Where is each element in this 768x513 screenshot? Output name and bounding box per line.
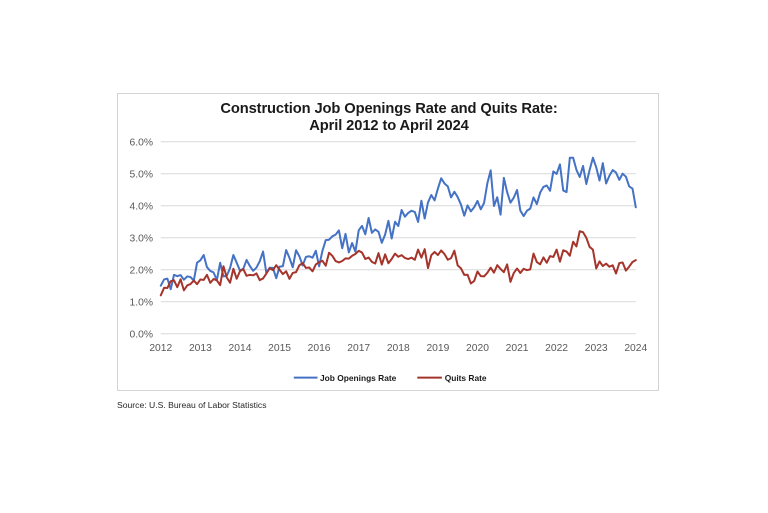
svg-text:Job Openings Rate: Job Openings Rate xyxy=(320,373,397,383)
svg-text:2017: 2017 xyxy=(347,343,370,354)
svg-text:2018: 2018 xyxy=(387,343,410,354)
svg-text:2019: 2019 xyxy=(426,343,449,354)
svg-text:3.0%: 3.0% xyxy=(130,234,153,245)
svg-text:6.0%: 6.0% xyxy=(130,138,153,149)
svg-text:2016: 2016 xyxy=(308,343,331,354)
svg-text:0.0%: 0.0% xyxy=(130,330,153,341)
svg-text:April 2012 to April 2024: April 2012 to April 2024 xyxy=(309,118,469,134)
svg-text:2023: 2023 xyxy=(585,343,608,354)
svg-text:Quits Rate: Quits Rate xyxy=(445,373,487,383)
svg-text:2024: 2024 xyxy=(624,343,647,354)
svg-text:2013: 2013 xyxy=(189,343,212,354)
svg-text:2014: 2014 xyxy=(229,343,252,354)
svg-text:2015: 2015 xyxy=(268,343,291,354)
svg-text:1.0%: 1.0% xyxy=(130,298,153,309)
svg-text:2020: 2020 xyxy=(466,343,489,354)
svg-text:2.0%: 2.0% xyxy=(130,266,153,277)
svg-text:2022: 2022 xyxy=(545,343,568,354)
svg-text:2012: 2012 xyxy=(149,343,172,354)
svg-text:4.0%: 4.0% xyxy=(130,202,153,213)
svg-text:5.0%: 5.0% xyxy=(130,170,153,181)
svg-text:Construction Job Openings Rate: Construction Job Openings Rate and Quits… xyxy=(220,101,557,117)
svg-text:2021: 2021 xyxy=(506,343,529,354)
